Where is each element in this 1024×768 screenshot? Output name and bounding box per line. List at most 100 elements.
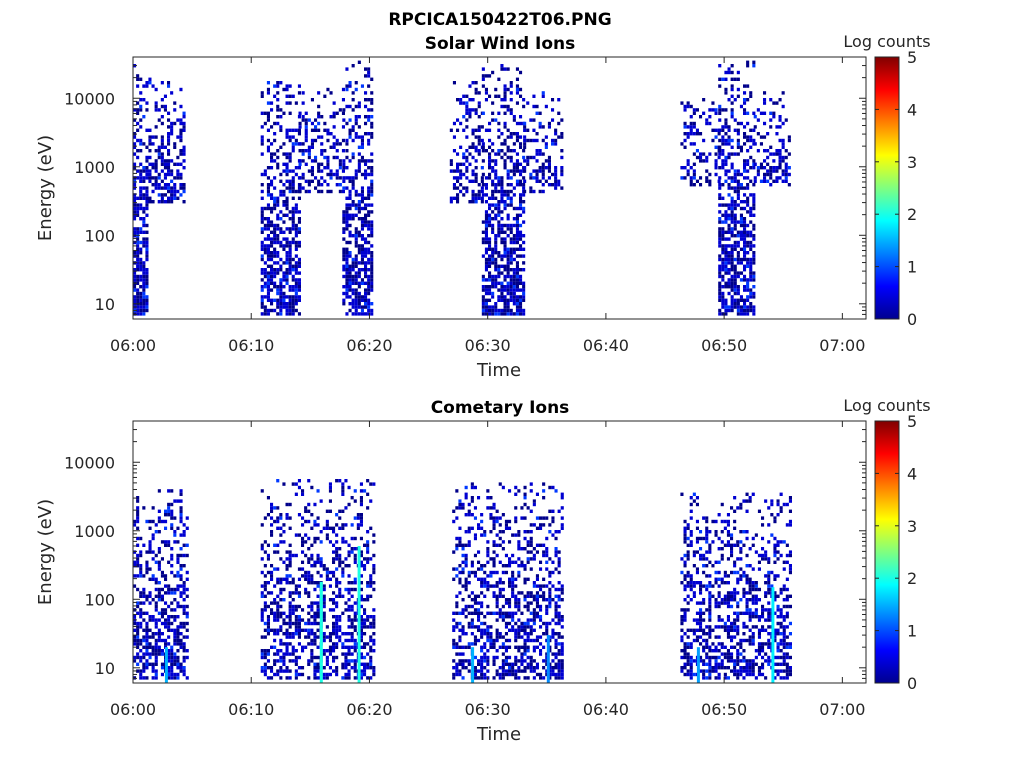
count-cell bbox=[455, 642, 459, 646]
count-cell bbox=[301, 543, 305, 547]
count-cell bbox=[724, 121, 728, 126]
count-cell bbox=[542, 550, 546, 554]
count-cell bbox=[547, 183, 551, 187]
count-cell bbox=[752, 295, 756, 299]
count-cell bbox=[689, 543, 693, 547]
count-cell bbox=[759, 162, 763, 166]
count-cell bbox=[347, 649, 351, 653]
count-cell bbox=[539, 526, 543, 530]
count-cell bbox=[517, 601, 521, 605]
count-cell bbox=[695, 108, 699, 112]
count-cell bbox=[282, 523, 286, 527]
count-cell bbox=[369, 615, 373, 619]
panel-title: Solar Wind Ions bbox=[425, 34, 576, 54]
count-cell bbox=[480, 649, 484, 653]
count-cell bbox=[360, 247, 364, 251]
count-cell bbox=[170, 502, 174, 507]
count-cell bbox=[313, 615, 317, 619]
count-cell bbox=[480, 513, 484, 517]
count-cell bbox=[739, 172, 743, 177]
count-cell bbox=[557, 564, 561, 568]
count-cell bbox=[532, 676, 536, 680]
count-cell bbox=[692, 594, 696, 598]
count-cell bbox=[279, 193, 283, 197]
count-cell bbox=[515, 206, 519, 211]
count-cell bbox=[699, 176, 703, 180]
count-cell bbox=[276, 166, 280, 170]
count-cell bbox=[145, 611, 149, 615]
count-cell bbox=[517, 598, 521, 602]
count-cell bbox=[529, 550, 533, 554]
count-cell bbox=[481, 84, 485, 88]
count-cell bbox=[350, 638, 354, 643]
count-cell bbox=[142, 176, 146, 180]
count-cell bbox=[285, 128, 289, 132]
count-cell bbox=[266, 621, 270, 626]
count-cell bbox=[714, 152, 718, 156]
count-cell bbox=[548, 635, 552, 639]
count-cell bbox=[461, 502, 465, 507]
count-cell bbox=[749, 193, 753, 197]
count-cell bbox=[263, 271, 267, 275]
count-cell bbox=[683, 608, 687, 612]
count-cell bbox=[182, 645, 186, 649]
count-cell bbox=[276, 479, 280, 483]
count-cell bbox=[551, 533, 555, 537]
count-cell bbox=[778, 155, 782, 160]
count-cell bbox=[260, 611, 264, 615]
count-cell bbox=[359, 655, 363, 660]
count-cell bbox=[492, 584, 496, 588]
count-cell bbox=[148, 142, 152, 146]
count-cell bbox=[749, 247, 753, 251]
count-cell bbox=[154, 560, 158, 564]
count-cell bbox=[464, 581, 468, 585]
count-cell bbox=[526, 530, 530, 534]
count-cell bbox=[276, 672, 280, 677]
count-cell bbox=[689, 587, 693, 592]
count-cell bbox=[494, 217, 498, 221]
count-cell bbox=[511, 584, 515, 588]
count-cell bbox=[285, 669, 289, 673]
count-cell bbox=[182, 659, 186, 663]
count-cell bbox=[532, 581, 536, 585]
count-cell bbox=[279, 557, 283, 561]
count-cell bbox=[752, 206, 756, 211]
count-cell bbox=[500, 298, 504, 302]
count-cell bbox=[160, 662, 164, 666]
count-cell bbox=[494, 251, 498, 255]
count-cell bbox=[182, 530, 186, 534]
count-cell bbox=[301, 101, 305, 105]
count-cell bbox=[557, 615, 561, 619]
count-cell bbox=[167, 125, 171, 129]
count-cell bbox=[769, 166, 773, 170]
count-cell bbox=[749, 94, 753, 98]
count-cell bbox=[148, 519, 152, 524]
count-cell bbox=[157, 172, 161, 177]
count-cell bbox=[288, 642, 292, 646]
count-cell bbox=[506, 108, 510, 112]
count-cell bbox=[753, 142, 757, 146]
count-cell bbox=[544, 104, 548, 109]
count-cell bbox=[291, 210, 295, 214]
count-cell bbox=[167, 513, 171, 517]
count-cell bbox=[266, 183, 270, 187]
count-cell bbox=[557, 98, 561, 102]
count-cell bbox=[357, 281, 361, 285]
count-cell bbox=[724, 159, 728, 163]
count-cell bbox=[157, 652, 161, 656]
count-cell bbox=[515, 237, 519, 241]
count-cell bbox=[176, 196, 180, 200]
count-cell bbox=[470, 642, 474, 646]
count-cell bbox=[497, 179, 501, 183]
count-cell bbox=[736, 169, 740, 173]
count-cell bbox=[142, 230, 146, 234]
count-cell bbox=[345, 312, 349, 316]
count-cell bbox=[157, 587, 161, 592]
count-cell bbox=[357, 268, 361, 272]
count-cell bbox=[354, 193, 358, 197]
count-cell bbox=[316, 489, 320, 493]
count-cell bbox=[332, 601, 336, 605]
count-cell bbox=[529, 611, 533, 615]
count-cell bbox=[366, 557, 370, 561]
count-cell bbox=[523, 138, 527, 143]
